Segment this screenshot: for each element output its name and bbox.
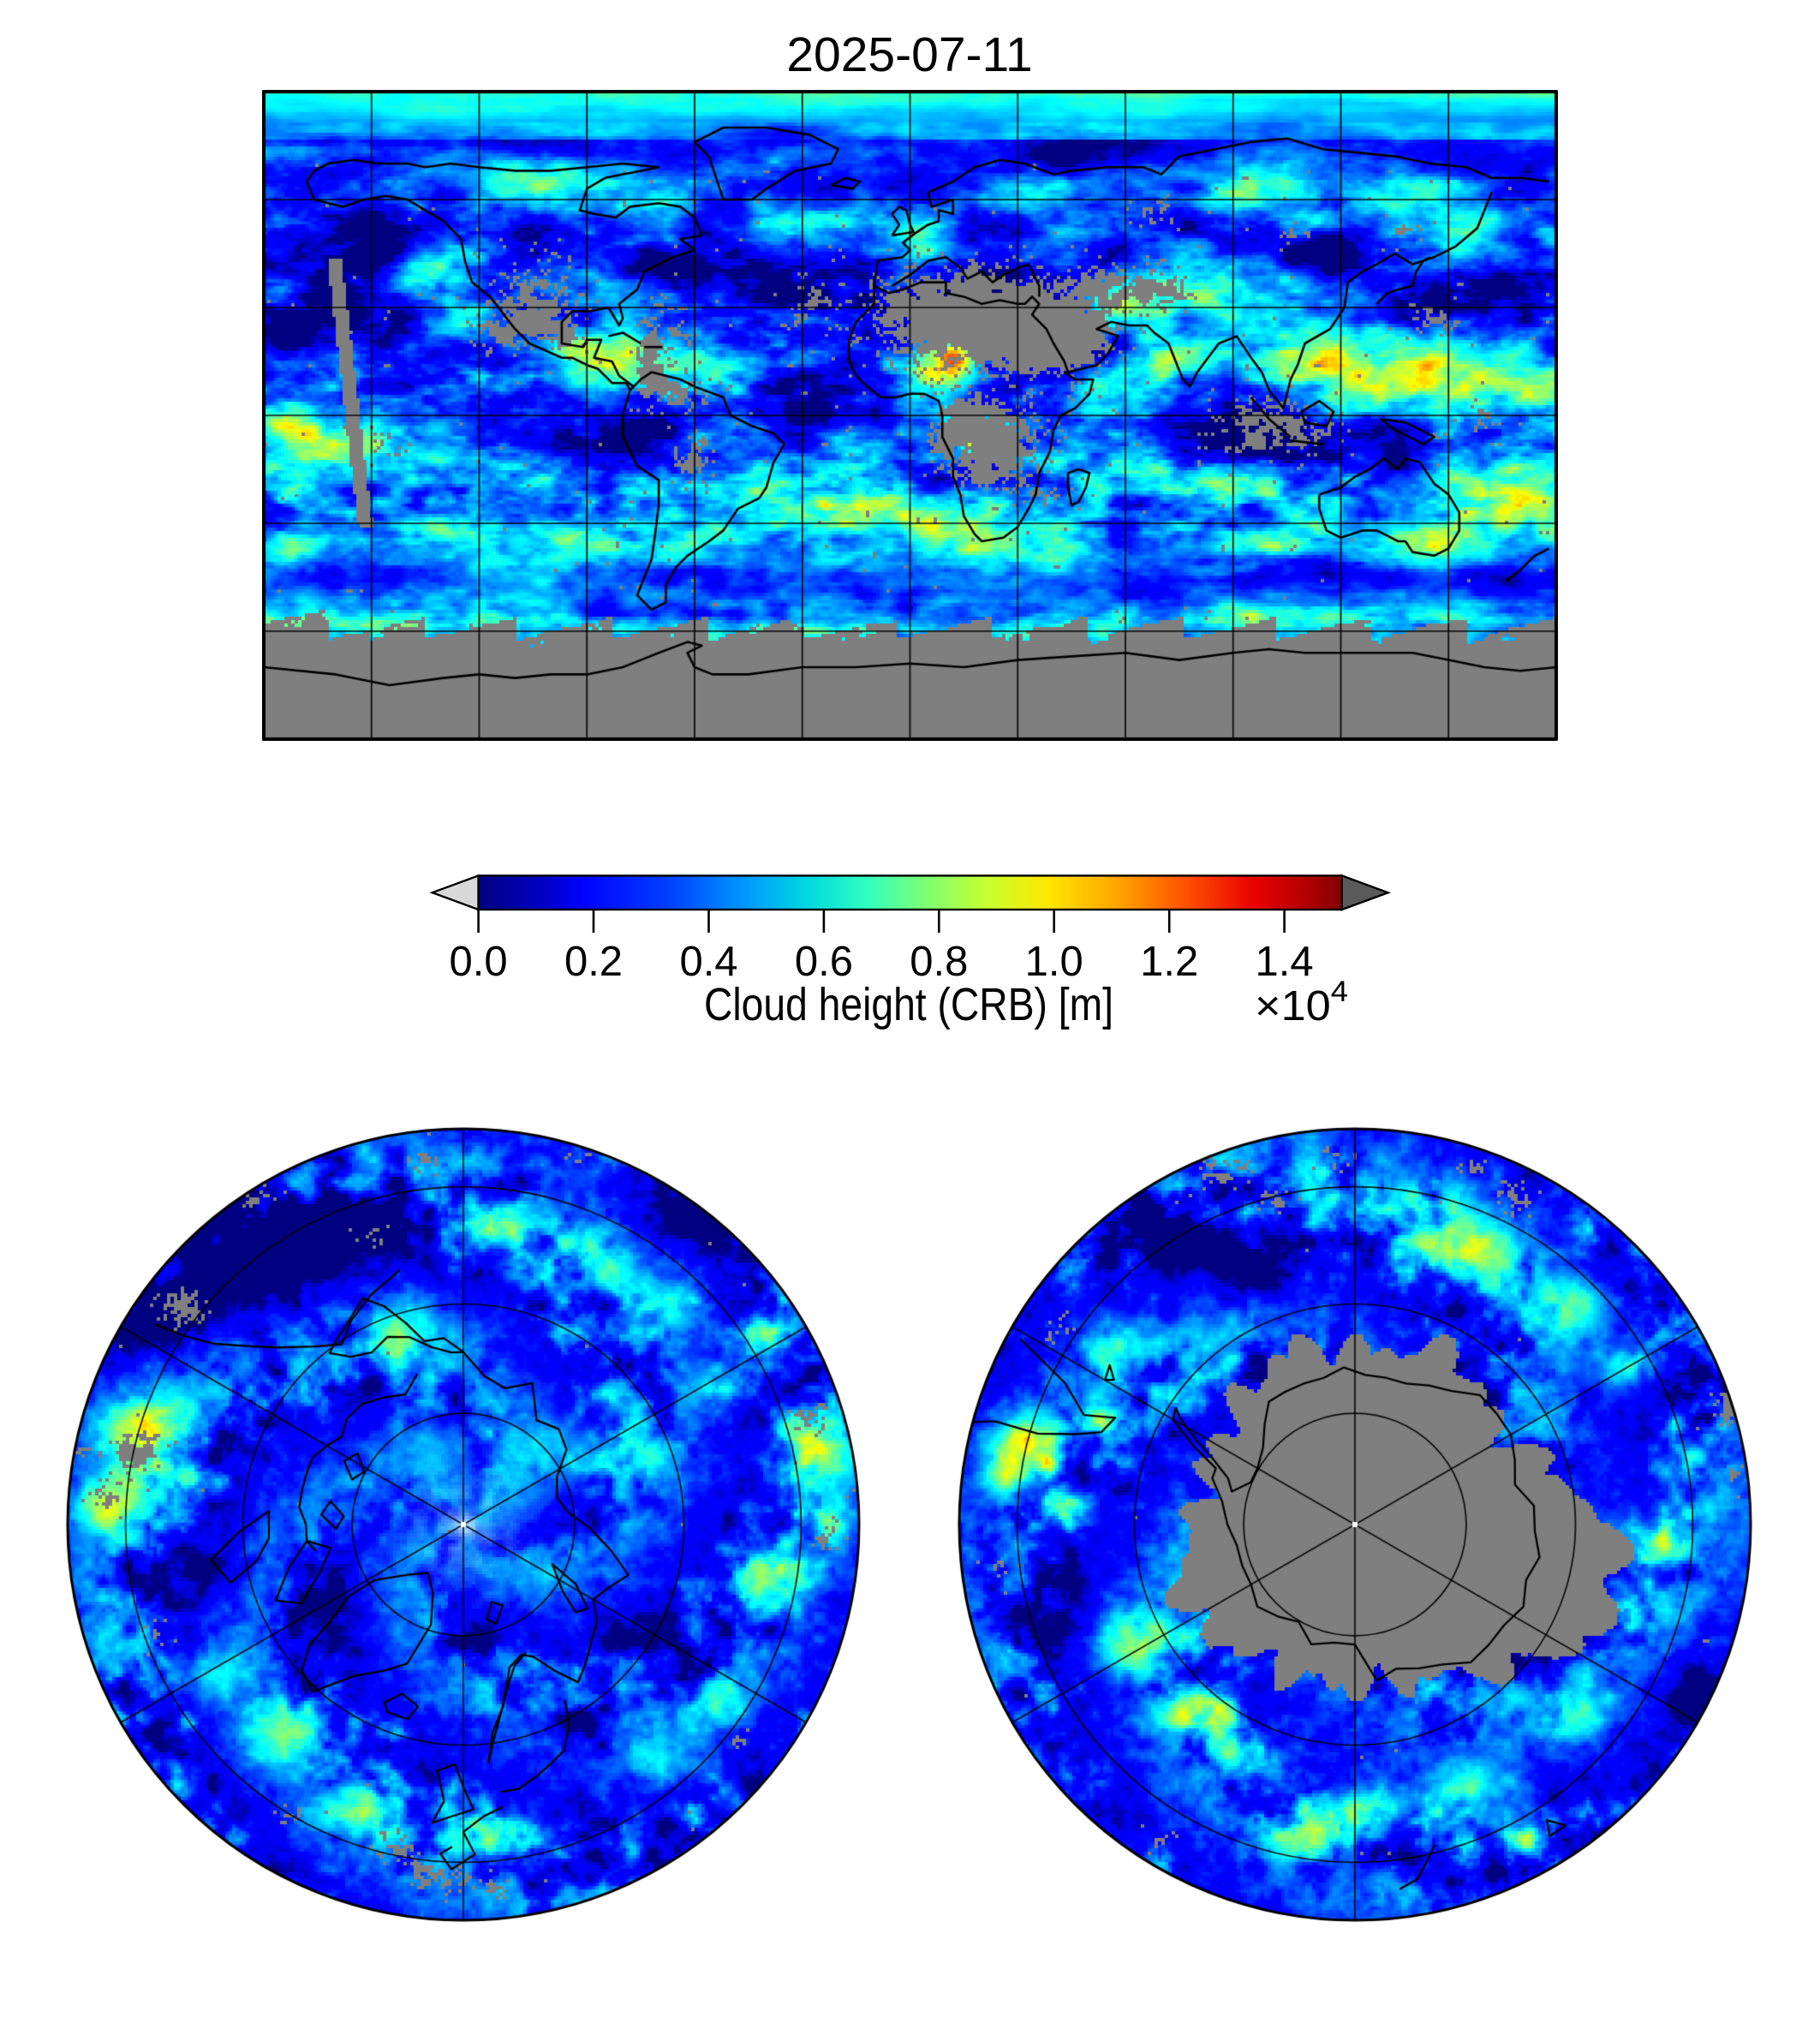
svg-text:Cloud height (CRB) [m]: Cloud height (CRB) [m] (704, 979, 1113, 1030)
svg-text:0.6: 0.6 (795, 939, 853, 985)
svg-text:1.2: 1.2 (1140, 939, 1198, 985)
svg-text:0.4: 0.4 (679, 939, 737, 985)
svg-text:0.2: 0.2 (564, 939, 623, 985)
svg-text:0.0: 0.0 (450, 939, 508, 985)
svg-text:0.8: 0.8 (910, 939, 968, 985)
svg-text:1.4: 1.4 (1256, 939, 1314, 985)
svg-text:×104: ×10 4 (1255, 976, 1348, 1029)
svg-text:2025-07-11: 2025-07-11 (786, 27, 1032, 82)
svg-text:1.0: 1.0 (1025, 939, 1083, 985)
